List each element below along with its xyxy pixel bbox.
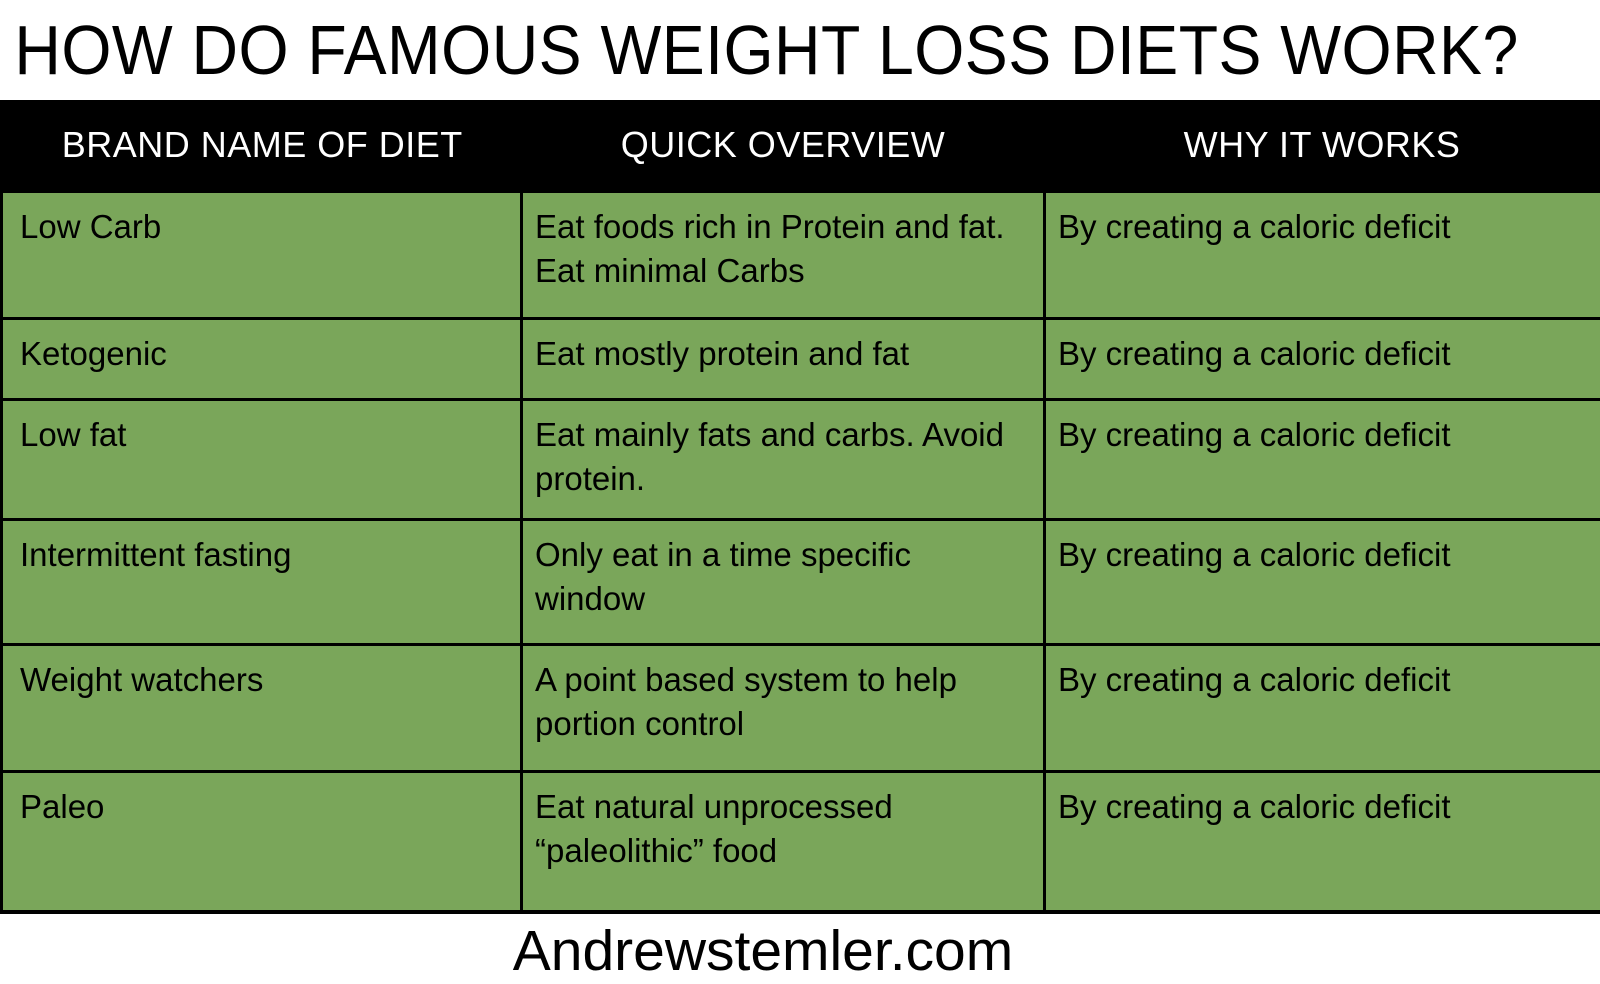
diets-table: BRAND NAME OF DIET QUICK OVERVIEW WHY IT… (0, 100, 1600, 914)
column-header-brand: BRAND NAME OF DIET (1, 100, 522, 192)
footer-site-url: Andrewstemler.com (512, 918, 1014, 983)
cell-overview: A point based system to help portion con… (520, 643, 1046, 773)
cell-overview: Eat mostly protein and fat (520, 317, 1046, 401)
cell-why: By creating a caloric deficit (1043, 643, 1600, 773)
cell-brand: Paleo (0, 770, 523, 913)
cell-why: By creating a caloric deficit (1043, 398, 1600, 521)
footer-area: Andrewstemler.com (0, 913, 1600, 984)
column-header-why: WHY IT WORKS (1044, 100, 1600, 192)
cell-brand: Weight watchers (0, 643, 523, 773)
cell-overview: Only eat in a time specific window (520, 518, 1046, 646)
cell-brand: Low Carb (0, 190, 523, 320)
table-row: Low fat Eat mainly fats and carbs. Avoid… (0, 398, 1600, 521)
cell-overview: Eat natural unprocessed “paleolithic” fo… (520, 770, 1046, 913)
cell-why: By creating a caloric deficit (1043, 317, 1600, 401)
cell-why: By creating a caloric deficit (1043, 518, 1600, 646)
table-row: Ketogenic Eat mostly protein and fat By … (0, 317, 1600, 401)
table-row: Low Carb Eat foods rich in Protein and f… (0, 190, 1600, 320)
page-title: HOW DO FAMOUS WEIGHT LOSS DIETS WORK? (14, 11, 1520, 89)
cell-brand: Ketogenic (0, 317, 523, 401)
table-header: BRAND NAME OF DIET QUICK OVERVIEW WHY IT… (1, 100, 1600, 192)
title-area: HOW DO FAMOUS WEIGHT LOSS DIETS WORK? (0, 0, 1600, 100)
table-row: Weight watchers A point based system to … (0, 643, 1600, 773)
table-row: Intermittent fasting Only eat in a time … (0, 518, 1600, 646)
cell-why: By creating a caloric deficit (1043, 190, 1600, 320)
header-row: BRAND NAME OF DIET QUICK OVERVIEW WHY IT… (1, 100, 1600, 192)
table-body: Low Carb Eat foods rich in Protein and f… (0, 190, 1600, 913)
cell-overview: Eat mainly fats and carbs. Avoid protein… (520, 398, 1046, 521)
table-row: Paleo Eat natural unprocessed “paleolith… (0, 770, 1600, 913)
column-header-overview: QUICK OVERVIEW (521, 100, 1045, 192)
cell-brand: Intermittent fasting (0, 518, 523, 646)
cell-why: By creating a caloric deficit (1043, 770, 1600, 913)
cell-brand: Low fat (0, 398, 523, 521)
cell-overview: Eat foods rich in Protein and fat. Eat m… (520, 190, 1046, 320)
